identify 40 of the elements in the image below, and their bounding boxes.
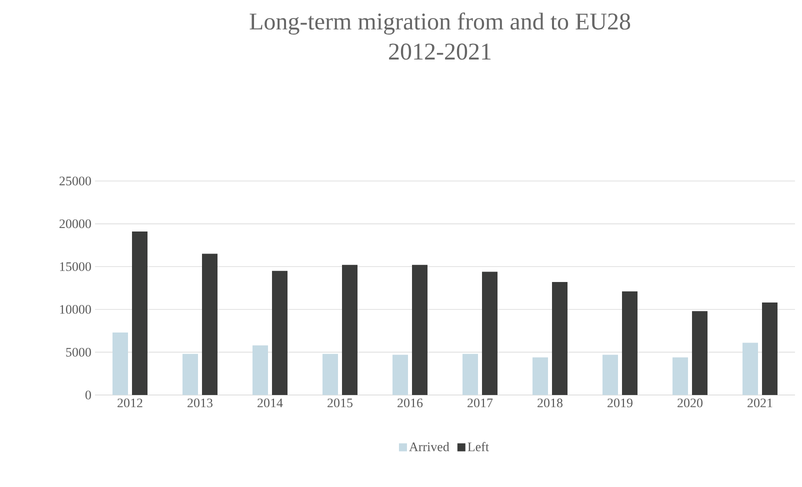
- x-tick-label: 2017: [468, 398, 493, 408]
- legend-label: Left: [468, 442, 489, 452]
- bar: [762, 302, 778, 395]
- bar: [202, 254, 218, 395]
- y-tick-label: 10000: [60, 305, 91, 314]
- x-tick-label: 2021: [748, 398, 772, 408]
- bar: [532, 357, 548, 395]
- bar: [552, 282, 568, 395]
- bar: [692, 311, 708, 395]
- bar: [252, 345, 268, 395]
- x-tick-label: 2020: [678, 398, 703, 408]
- bar: [622, 291, 638, 395]
- x-tick-label: 2018: [538, 398, 563, 408]
- bar: [322, 354, 338, 395]
- x-tick-label: 2012: [118, 398, 142, 408]
- bar: [392, 354, 408, 395]
- bar: [132, 232, 148, 395]
- bar: [482, 272, 498, 395]
- y-tick-label: 5000: [66, 348, 91, 357]
- y-tick-label: 15000: [60, 262, 91, 271]
- x-tick-label: 2016: [398, 398, 423, 408]
- x-tick-label: 2019: [608, 398, 632, 408]
- bar: [272, 270, 288, 395]
- chart-title: Long-term migration from and to EU28: [250, 12, 630, 35]
- bar: [742, 342, 758, 395]
- y-tick-label: 0: [85, 390, 91, 400]
- legend-label: Arrived: [409, 442, 450, 452]
- y-tick-label: 20000: [60, 219, 91, 228]
- x-tick-label: 2014: [258, 398, 283, 408]
- bar: [112, 332, 128, 395]
- x-tick-label: 2015: [328, 398, 352, 408]
- bar: [182, 354, 198, 395]
- chart-subtitle: 2012-2021: [389, 44, 491, 60]
- bar: [462, 354, 478, 395]
- y-tick-label: 25000: [60, 176, 91, 186]
- bar: [672, 357, 688, 395]
- bar: [342, 264, 358, 395]
- x-tick-label: 2013: [188, 398, 212, 408]
- bar: [602, 354, 618, 395]
- bar: [412, 264, 428, 395]
